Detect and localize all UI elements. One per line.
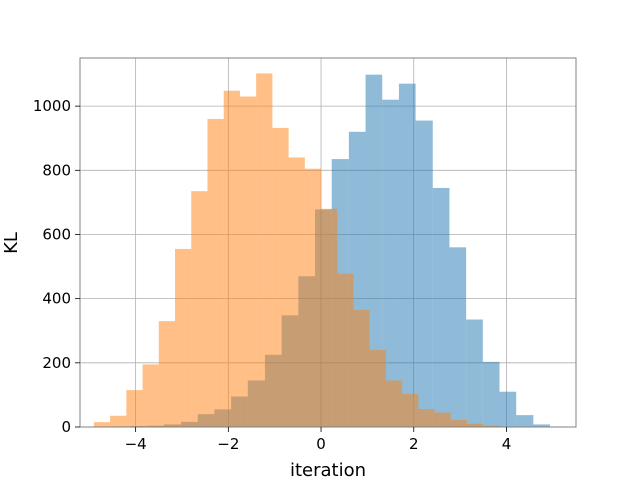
histogram-bar [191,191,208,427]
y-tick-label: 200 [42,354,71,372]
histogram-bar [467,423,484,427]
x-tick-label: −4 [125,435,147,453]
y-tick-label: 400 [42,290,71,308]
histogram-bar [434,412,451,427]
histogram-bar [223,90,240,427]
histogram-bar [450,419,468,427]
histogram-bar [239,96,257,428]
histogram-bar [110,415,127,427]
x-axis-ticks: −4 −2 0 2 4 [125,427,512,453]
y-tick-label: 1000 [33,97,71,115]
axes-frame [79,57,577,428]
histogram-bar [207,118,224,428]
histogram-bar [288,157,305,428]
histogram-bar [126,390,143,427]
y-tick-label: 600 [42,225,71,243]
histogram-bar [415,120,433,427]
histogram-bar [516,415,534,427]
histogram-bar [382,99,399,427]
x-tick-label: 2 [409,435,419,453]
x-tick-label: 0 [316,435,326,453]
histogram-bar [483,425,500,427]
histogram-bar [449,247,467,427]
histogram-bar [93,422,111,427]
x-tick-label: −2 [217,435,239,453]
histogram-bar [398,83,416,428]
histogram-bar [418,409,435,427]
x-tick-label: 4 [502,435,512,453]
histogram-bar [175,248,192,427]
plot-area [79,57,577,428]
histogram-bar [402,393,419,427]
y-tick-label: 800 [42,161,71,179]
y-axis-label: KL [1,232,22,254]
histogram-bar [353,309,370,427]
histogram-bar [256,73,273,428]
histogram-bar [337,273,354,427]
y-tick-label: 0 [61,418,71,436]
histogram-bar [533,424,551,427]
histogram-bar [369,349,386,427]
histogram-bar [432,187,450,427]
histogram-bar [142,364,159,427]
y-axis-ticks: 0 200 400 600 800 1000 [33,97,80,436]
histogram-bar [499,391,517,427]
series-orange-bars [93,73,500,428]
histogram-bar [158,321,176,427]
histogram-bar [321,208,338,427]
histogram-bar [466,319,483,427]
histogram-bar [482,361,500,427]
histogram-bar [385,380,403,427]
histogram-bar [304,168,322,427]
x-axis-label: iteration [290,460,366,480]
histogram-bar [272,127,289,428]
